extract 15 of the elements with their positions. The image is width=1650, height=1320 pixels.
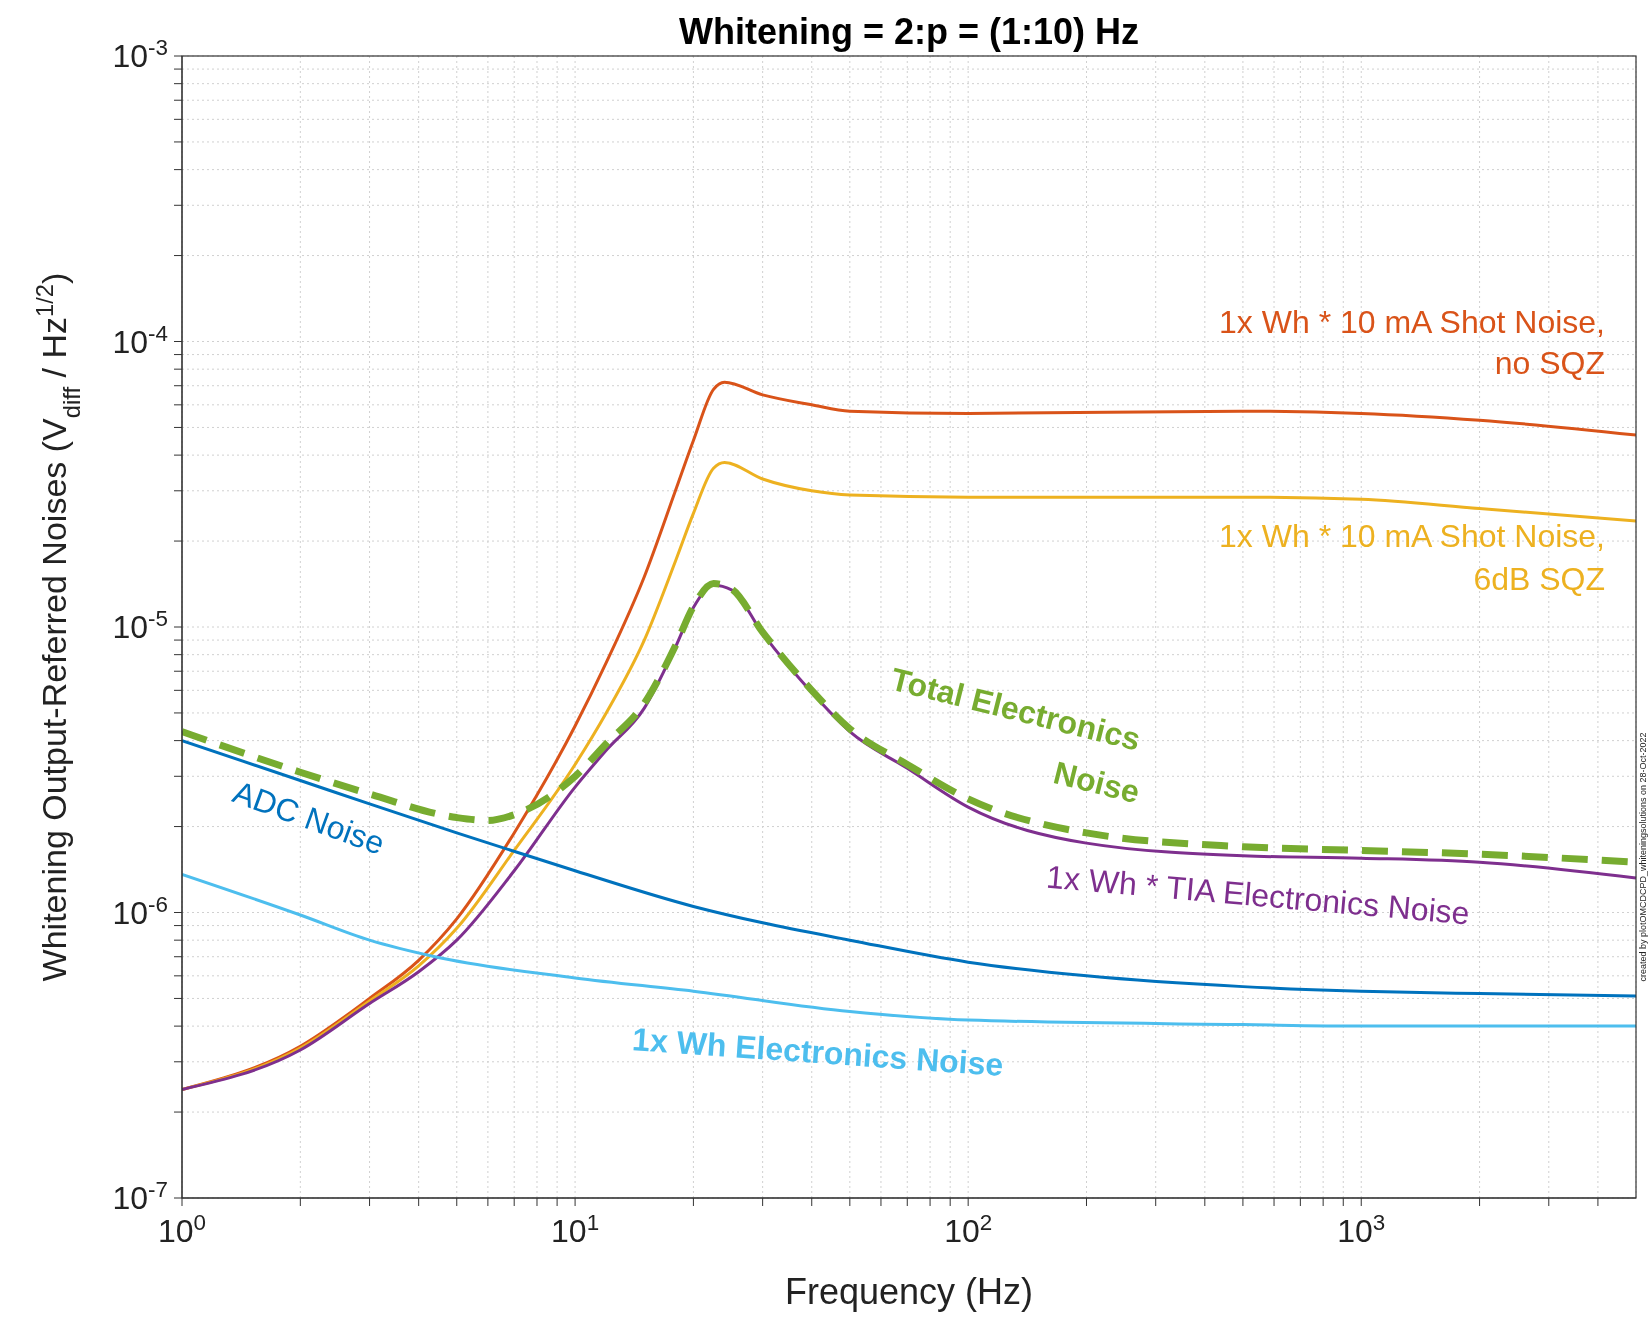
x-tick-label: 10$^{2}$	[944, 1209, 993, 1249]
y-tick-label: 10$^{-3}$	[112, 34, 168, 74]
x-axis-title: Frequency (Hz)	[784, 1271, 1034, 1312]
text: created by plotOMCDCPD_whiteningsolutions on 28-Oct-2022	[1638, 732, 1648, 982]
series-label: 1x Wh * 10 mA Shot Noise, no SQZ	[1219, 304, 1605, 381]
y-tick-label: 10$^{-6}$	[112, 891, 168, 931]
y-tick-label: 10$^{-5}$	[112, 605, 168, 645]
series-label: 1x Wh * 10 mA Shot Noise, 6dB SQZ	[1219, 518, 1605, 597]
x-tick-label: 10$^{1}$	[551, 1209, 600, 1249]
series-label: 1x Wh Electronics Noise	[631, 1021, 1005, 1083]
text: ADC Noise	[228, 773, 390, 862]
x-tick-label: 10$^{3}$	[1337, 1209, 1386, 1249]
series-label: 1x Wh * TIA Electronics Noise	[1044, 858, 1471, 932]
chart-title: Whitening = 2:p = (1:10) Hz	[678, 11, 1140, 52]
y-tick-label: 10$^{-4}$	[112, 320, 168, 360]
